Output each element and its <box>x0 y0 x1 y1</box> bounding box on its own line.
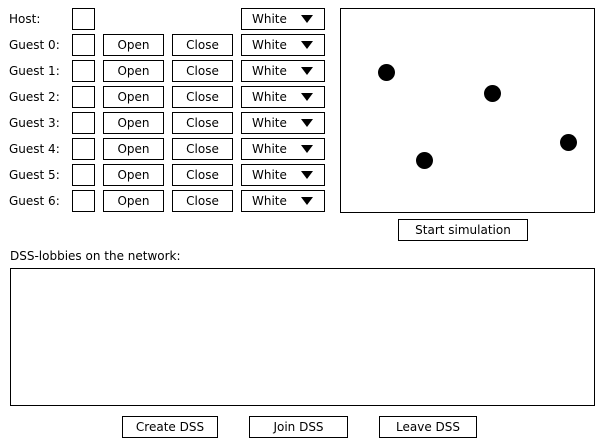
lobby-list[interactable] <box>10 268 595 406</box>
caret-down-icon <box>301 171 313 179</box>
guest-0-checkbox[interactable] <box>72 34 95 56</box>
guest-0-color-select[interactable]: White <box>241 34 325 56</box>
host-label: Host: <box>9 12 41 26</box>
guest-5-color-select[interactable]: White <box>241 164 325 186</box>
guest-0-open-button[interactable]: Open <box>103 34 164 56</box>
guest-2-color-value: White <box>252 90 287 104</box>
caret-down-icon <box>301 119 313 127</box>
leave-dss-button[interactable]: Leave DSS <box>379 416 477 438</box>
guest-6-close-button[interactable]: Close <box>172 190 233 212</box>
guest-3-open-button[interactable]: Open <box>103 112 164 134</box>
guest-5-checkbox[interactable] <box>72 164 95 186</box>
guest-2-close-button[interactable]: Close <box>172 86 233 108</box>
guest-6-open-button[interactable]: Open <box>103 190 164 212</box>
guest-5-label: Guest 5: <box>9 168 60 182</box>
caret-down-icon <box>301 15 313 23</box>
guest-1-close-button[interactable]: Close <box>172 60 233 82</box>
guest-3-color-select[interactable]: White <box>241 112 325 134</box>
guest-5-open-button[interactable]: Open <box>103 164 164 186</box>
guest-2-color-select[interactable]: White <box>241 86 325 108</box>
simulation-ball <box>378 64 395 81</box>
start-simulation-button[interactable]: Start simulation <box>398 219 528 241</box>
create-dss-button[interactable]: Create DSS <box>122 416 218 438</box>
lobbies-heading: DSS-lobbies on the network: <box>10 249 181 263</box>
guest-0-close-button[interactable]: Close <box>172 34 233 56</box>
guest-6-label: Guest 6: <box>9 194 60 208</box>
join-dss-button[interactable]: Join DSS <box>249 416 348 438</box>
guest-4-color-select[interactable]: White <box>241 138 325 160</box>
guest-1-label: Guest 1: <box>9 64 60 78</box>
guest-2-open-button[interactable]: Open <box>103 86 164 108</box>
guest-1-open-button[interactable]: Open <box>103 60 164 82</box>
guest-3-color-value: White <box>252 116 287 130</box>
simulation-ball <box>560 134 577 151</box>
simulation-ball <box>416 152 433 169</box>
guest-4-close-button[interactable]: Close <box>172 138 233 160</box>
guest-1-checkbox[interactable] <box>72 60 95 82</box>
host-color-value: White <box>252 12 287 26</box>
simulation-canvas <box>340 8 595 213</box>
host-color-select[interactable]: White <box>241 8 325 30</box>
guest-2-checkbox[interactable] <box>72 86 95 108</box>
guest-0-label: Guest 0: <box>9 38 60 52</box>
guest-6-checkbox[interactable] <box>72 190 95 212</box>
guest-6-color-select[interactable]: White <box>241 190 325 212</box>
guest-6-color-value: White <box>252 194 287 208</box>
guest-1-color-select[interactable]: White <box>241 60 325 82</box>
caret-down-icon <box>301 67 313 75</box>
caret-down-icon <box>301 93 313 101</box>
guest-3-label: Guest 3: <box>9 116 60 130</box>
caret-down-icon <box>301 41 313 49</box>
guest-4-label: Guest 4: <box>9 142 60 156</box>
guest-4-checkbox[interactable] <box>72 138 95 160</box>
guest-2-label: Guest 2: <box>9 90 60 104</box>
guest-0-color-value: White <box>252 38 287 52</box>
caret-down-icon <box>301 197 313 205</box>
guest-5-color-value: White <box>252 168 287 182</box>
simulation-ball <box>484 85 501 102</box>
guest-4-color-value: White <box>252 142 287 156</box>
guest-3-close-button[interactable]: Close <box>172 112 233 134</box>
guest-5-close-button[interactable]: Close <box>172 164 233 186</box>
guest-1-color-value: White <box>252 64 287 78</box>
guest-3-checkbox[interactable] <box>72 112 95 134</box>
guest-4-open-button[interactable]: Open <box>103 138 164 160</box>
host-checkbox[interactable] <box>72 8 95 30</box>
caret-down-icon <box>301 145 313 153</box>
